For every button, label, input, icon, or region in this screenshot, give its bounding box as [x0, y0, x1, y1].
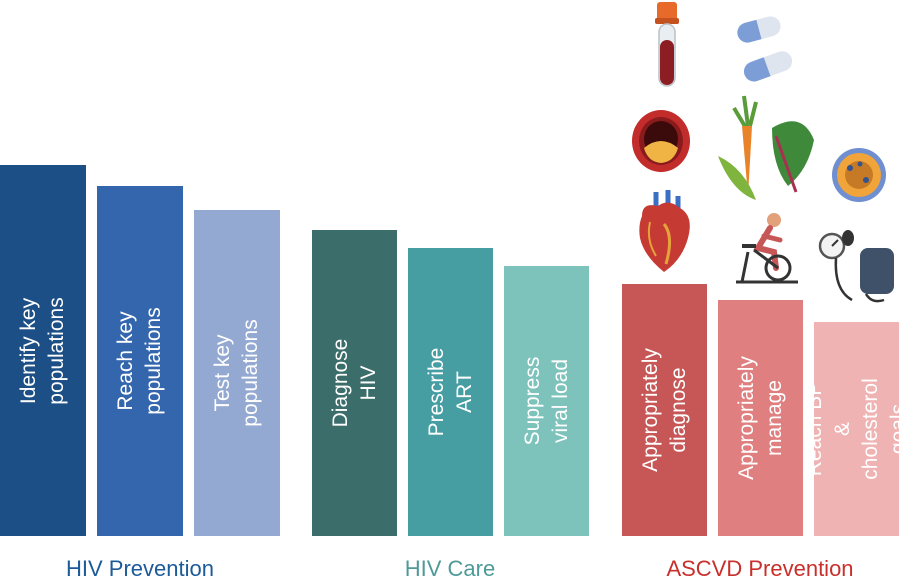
artery-plaque-icon: [632, 110, 690, 172]
bar-appropriately-diagnose: Appropriately diagnose: [622, 284, 707, 536]
group-label-hiv-prevention: HIV Prevention: [66, 556, 214, 581]
bar-label: Appropriately manage: [734, 356, 786, 480]
pills-icon: [737, 16, 793, 82]
blood-pressure-cuff-icon: [818, 230, 894, 303]
heart-icon: [639, 190, 690, 272]
bar-reach-key-populations: Reach key populations: [97, 186, 183, 536]
bar-test-key-populations: Test key populations: [194, 210, 280, 536]
bar-appropriately-manage: Appropriately manage: [718, 300, 803, 536]
bar-label: Suppress viral load: [520, 356, 572, 446]
bar-label: Test key populations: [211, 319, 262, 427]
bar-identify-key-populations: Identify key populations: [0, 165, 86, 536]
bar-label: Identify key populations: [17, 296, 68, 405]
lipoprotein-icon: [832, 148, 886, 202]
vegetables-icon: [718, 95, 814, 200]
group-label-ascvd-prevention: ASCVD Prevention: [666, 556, 854, 581]
bar-label: Diagnose HIV: [328, 338, 380, 428]
bar-label: Reach key populations: [114, 307, 165, 415]
bar-label: Reach BP & cholesterol goals: [814, 378, 899, 480]
exercise-bike-icon: [736, 213, 798, 284]
bar-diagnose-hiv: Diagnose HIV: [312, 230, 397, 536]
bar-suppress-viral-load: Suppress viral load: [504, 266, 589, 536]
group-label-hiv-care: HIV Care: [404, 556, 496, 581]
bar-label: Appropriately diagnose: [638, 348, 690, 472]
bar-reach-bp-cholesterol-goals: Reach BP & cholesterol goals: [814, 322, 899, 536]
bar-label: Prescribe ART: [424, 347, 476, 437]
bar-prescribe-art: Prescribe ART: [408, 248, 493, 536]
blood-tube-icon: [655, 2, 679, 87]
